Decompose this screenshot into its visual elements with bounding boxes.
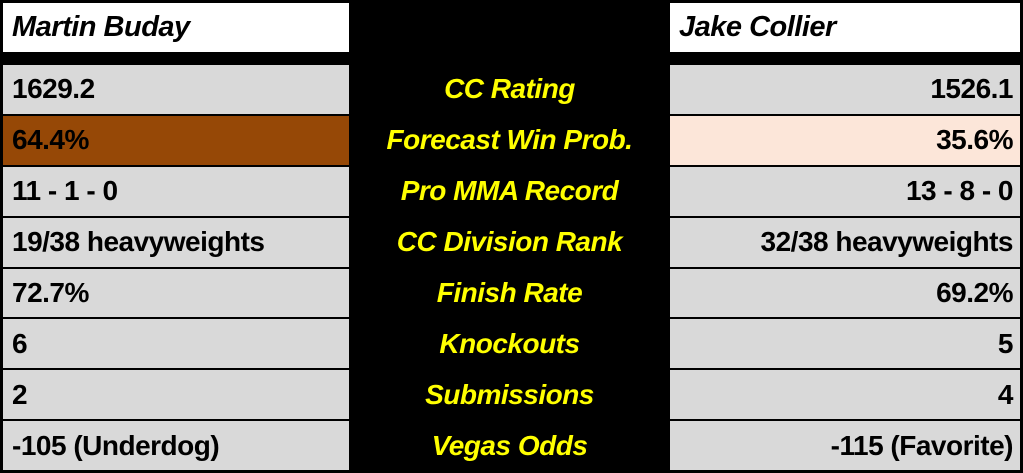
fighter-name-left: Martin Buday (3, 3, 349, 52)
knockouts-label: Knockouts (349, 319, 670, 369)
knockouts-right: 5 (670, 319, 1020, 369)
forecast-win-prob-left: 64.4% (3, 115, 349, 165)
finish-rate-label: Finish Rate (349, 268, 670, 318)
pro-mma-record-label: Pro MMA Record (349, 166, 670, 216)
cc-rating-left: 1629.2 (3, 65, 349, 114)
cc-division-rank-left: 19/38 heavyweights (3, 217, 349, 267)
submissions-label: Submissions (349, 370, 670, 420)
forecast-win-prob-label: Forecast Win Prob. (349, 115, 670, 165)
pro-mma-record-right: 13 - 8 - 0 (670, 166, 1020, 216)
vegas-odds-right: -115 (Favorite) (670, 421, 1020, 470)
cc-division-rank-label: CC Division Rank (349, 217, 670, 267)
cc-division-rank-right: 32/38 heavyweights (670, 217, 1020, 267)
fighter-name-right: Jake Collier (670, 3, 1020, 52)
vegas-odds-label: Vegas Odds (349, 421, 670, 470)
submissions-left: 2 (3, 370, 349, 420)
knockouts-left: 6 (3, 319, 349, 369)
forecast-win-prob-right: 35.6% (670, 115, 1020, 165)
vegas-odds-left: -105 (Underdog) (3, 421, 349, 470)
finish-rate-right: 69.2% (670, 268, 1020, 318)
stats-column-header (349, 3, 670, 52)
header-separator (3, 54, 1020, 63)
pro-mma-record-left: 11 - 1 - 0 (3, 166, 349, 216)
submissions-right: 4 (670, 370, 1020, 420)
cc-rating-right: 1526.1 (670, 65, 1020, 114)
finish-rate-left: 72.7% (3, 268, 349, 318)
cc-rating-label: CC Rating (349, 65, 670, 114)
